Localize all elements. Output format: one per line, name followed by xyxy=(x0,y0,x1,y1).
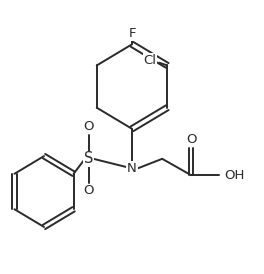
Text: O: O xyxy=(186,133,196,146)
Text: OH: OH xyxy=(224,169,244,182)
Text: N: N xyxy=(127,162,137,175)
Text: O: O xyxy=(83,184,94,198)
Text: S: S xyxy=(84,151,93,166)
Text: Cl: Cl xyxy=(144,54,157,67)
Text: F: F xyxy=(128,27,136,41)
Text: O: O xyxy=(83,120,94,133)
